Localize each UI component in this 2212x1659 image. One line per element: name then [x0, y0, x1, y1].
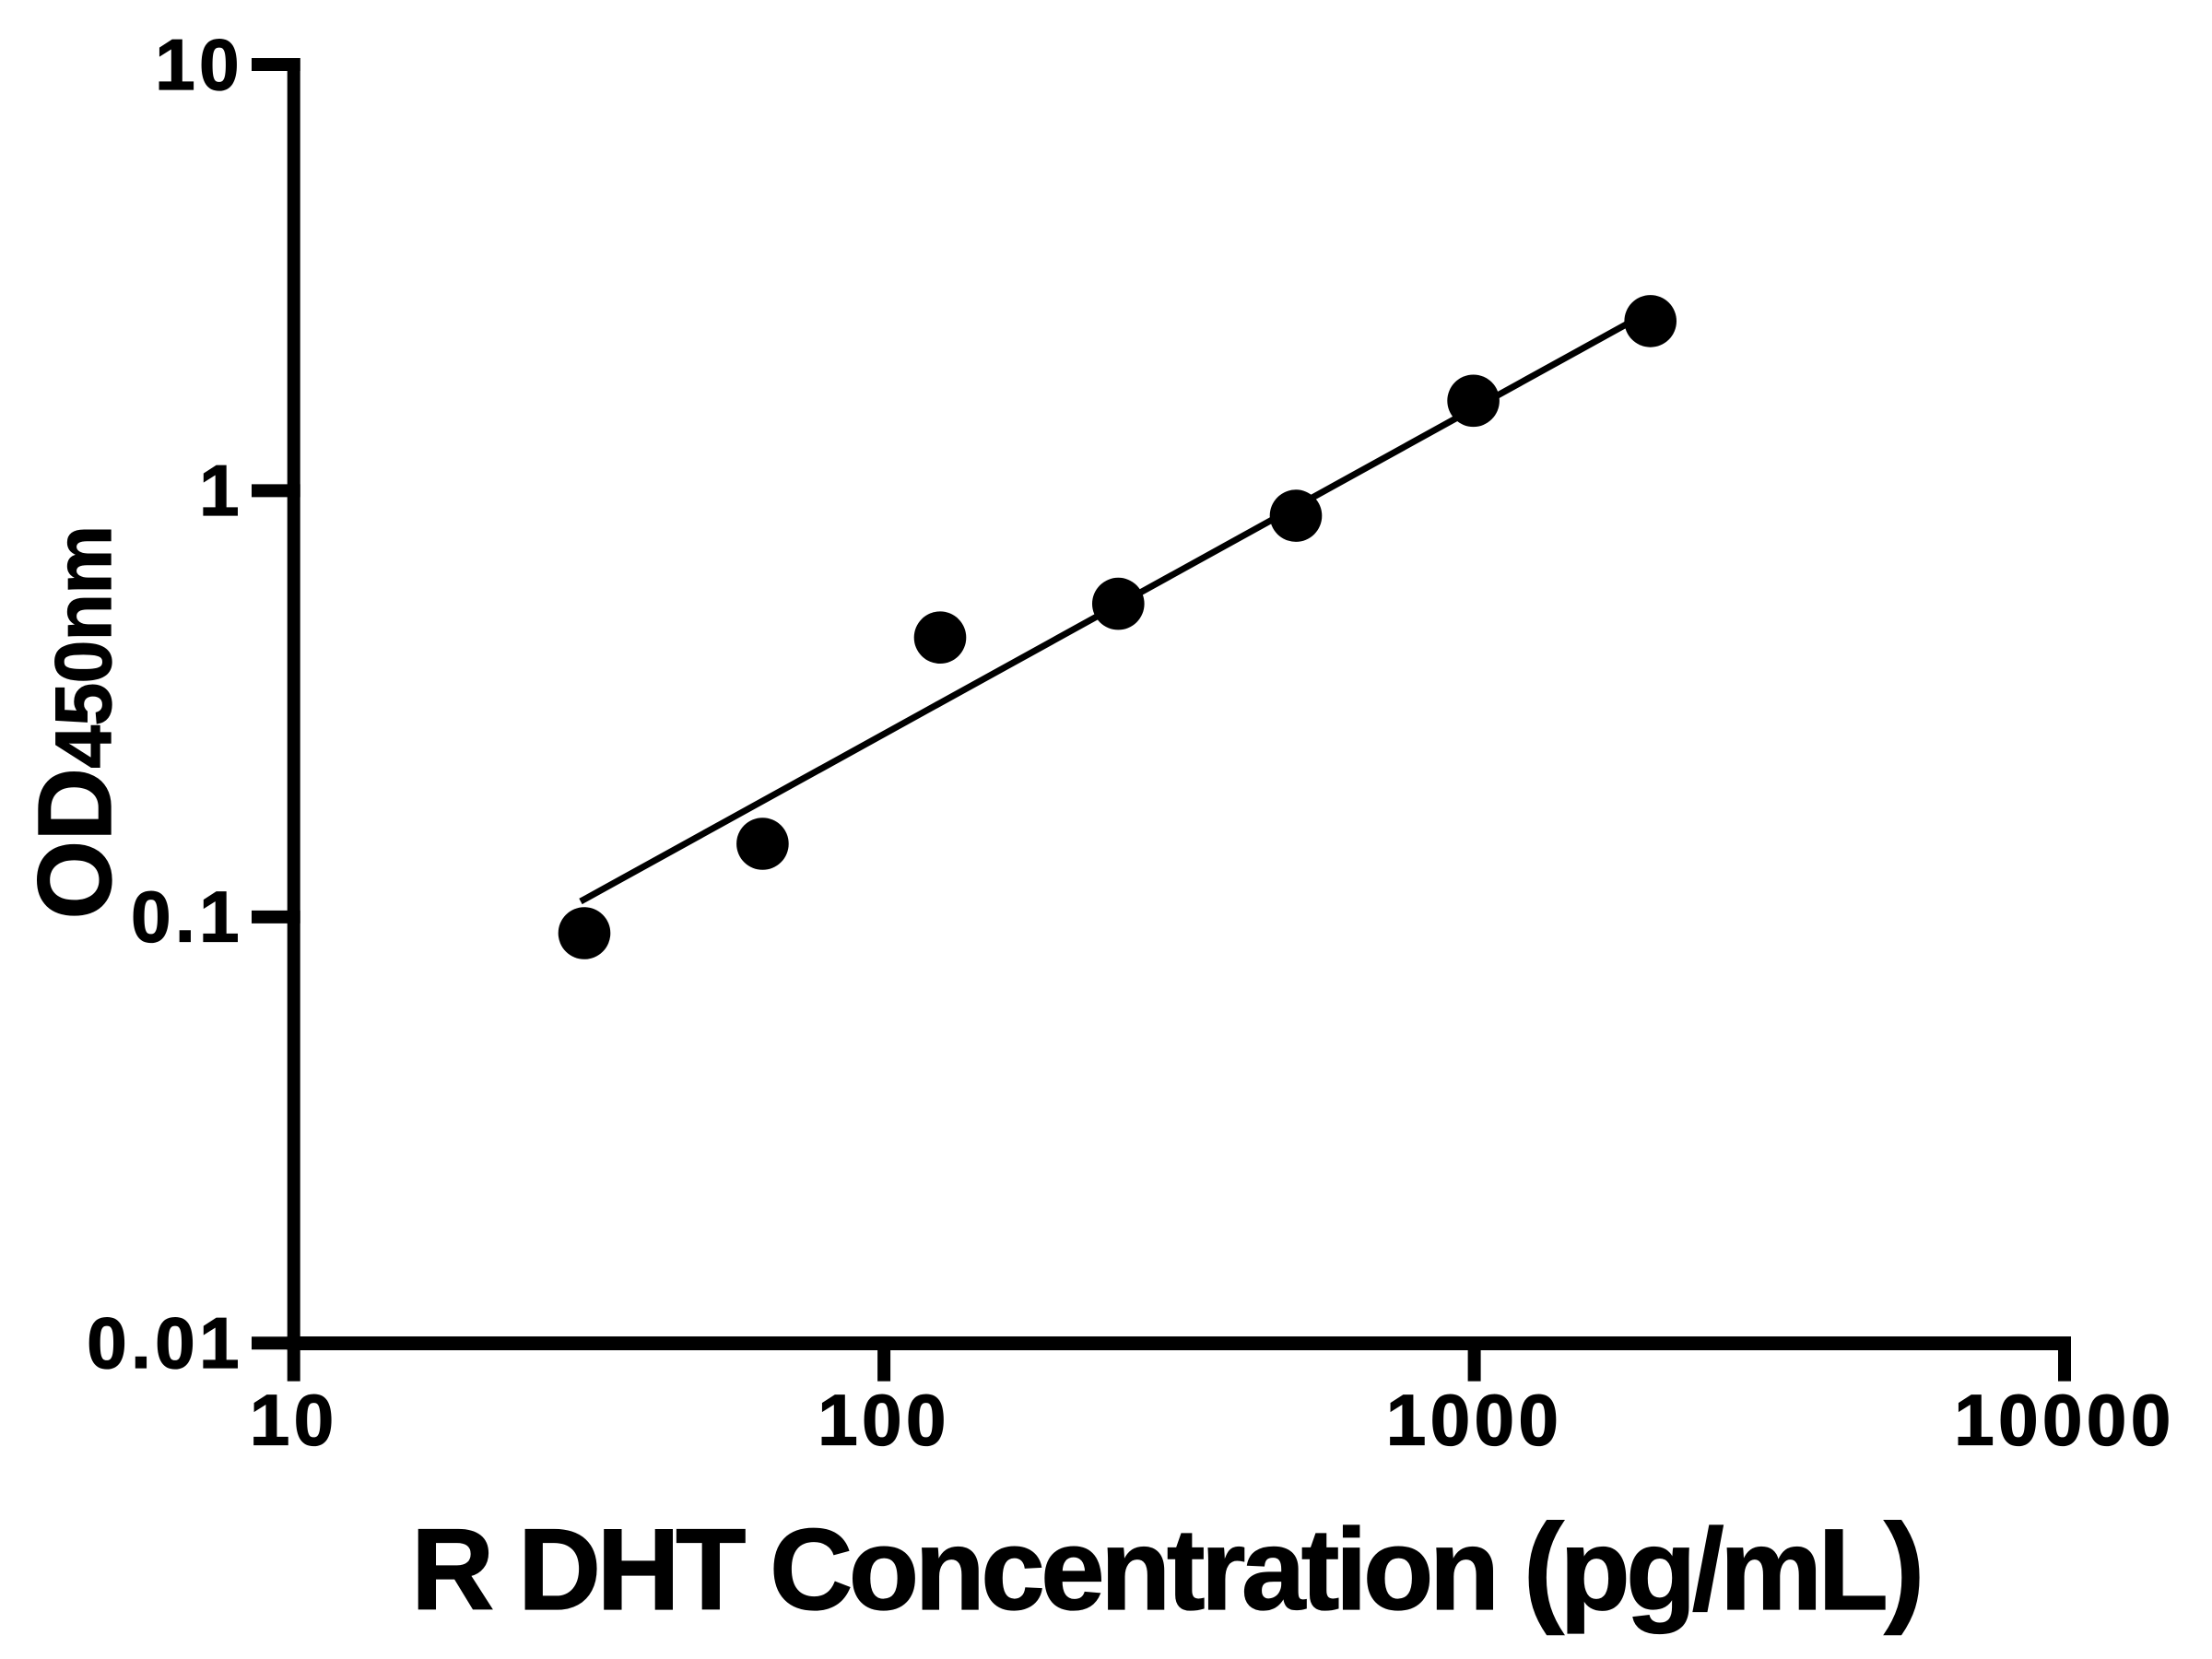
- svg-text:10: 10: [155, 24, 243, 105]
- svg-text:1: 1: [199, 450, 243, 531]
- svg-text:100: 100: [818, 1380, 950, 1461]
- svg-text:0.01: 0.01: [87, 1302, 243, 1383]
- svg-text:1000: 1000: [1386, 1380, 1563, 1461]
- svg-text:0.1: 0.1: [131, 877, 243, 958]
- svg-text:10000: 10000: [1954, 1380, 2174, 1461]
- svg-text:10: 10: [250, 1380, 338, 1461]
- svg-text:R DHT Concentration (pg/mL): R DHT Concentration (pg/mL): [411, 1500, 1921, 1636]
- svg-text:OD450nm: OD450nm: [17, 526, 134, 920]
